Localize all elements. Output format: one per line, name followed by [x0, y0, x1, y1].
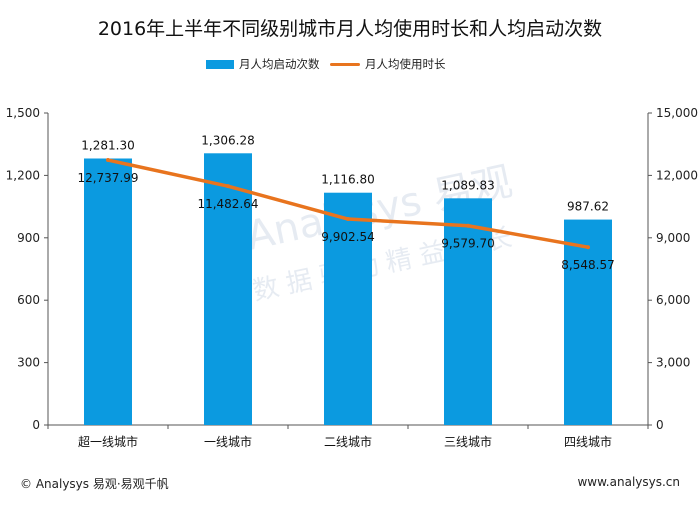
bar-value-label: 1,281.30: [81, 138, 134, 152]
legend-swatch-bar: [206, 59, 234, 69]
right-tick-label: 15,000: [656, 106, 698, 120]
left-tick-label: 300: [17, 356, 40, 370]
x-category-label: 三线城市: [444, 434, 492, 449]
left-tick-label: 600: [17, 293, 40, 307]
line-point: [106, 158, 110, 163]
left-tick-label: 0: [32, 418, 40, 432]
chart-title: 2016年上半年不同级别城市月人均使用时长和人均启动次数: [97, 18, 603, 40]
bar-value-label: 1,116.80: [321, 173, 374, 187]
legend-item-line: 月人均使用时长: [330, 56, 446, 72]
legend-label-bar: 月人均启动次数: [239, 57, 320, 71]
bar-value-label: 987.62: [567, 200, 609, 214]
right-tick-label: 0: [656, 418, 664, 432]
line-value-label: 11,482.64: [197, 197, 258, 211]
x-category-label: 二线城市: [324, 434, 372, 449]
legend-swatch-line: [330, 62, 360, 66]
bar: [444, 198, 492, 425]
footer-website: www.analysys.cn: [577, 475, 680, 489]
footer-copyright: © Analysys 易观·易观千帆: [20, 477, 169, 491]
bar: [564, 219, 612, 425]
x-category-label: 超一线城市: [78, 434, 138, 449]
line-value-label: 9,579.70: [441, 237, 494, 251]
line-point: [226, 184, 230, 189]
line-value-label: 12,737.99: [77, 171, 138, 185]
bar-value-label: 1,306.28: [201, 133, 254, 147]
left-tick-label: 1,500: [6, 106, 40, 120]
line-point: [346, 217, 350, 222]
legend-item-bar: 月人均启动次数: [206, 56, 320, 72]
line-value-label: 8,548.57: [561, 258, 614, 272]
right-tick-label: 12,000: [656, 168, 698, 182]
x-category-label: 一线城市: [204, 434, 252, 449]
line-value-label: 9,902.54: [321, 230, 374, 244]
line-point: [586, 245, 590, 250]
bar: [204, 153, 252, 425]
x-category-label: 四线城市: [564, 434, 612, 449]
left-tick-label: 1,200: [6, 168, 40, 182]
right-tick-label: 6,000: [656, 293, 690, 307]
bar-value-label: 1,089.83: [441, 178, 494, 192]
right-tick-label: 9,000: [656, 231, 690, 245]
line-point: [466, 223, 470, 228]
left-tick-label: 900: [17, 231, 40, 245]
legend: 月人均启动次数 月人均使用时长: [0, 56, 700, 74]
bar: [324, 192, 372, 425]
legend-label-line: 月人均使用时长: [365, 57, 446, 71]
bar: [84, 158, 132, 425]
right-tick-label: 3,000: [656, 356, 690, 370]
